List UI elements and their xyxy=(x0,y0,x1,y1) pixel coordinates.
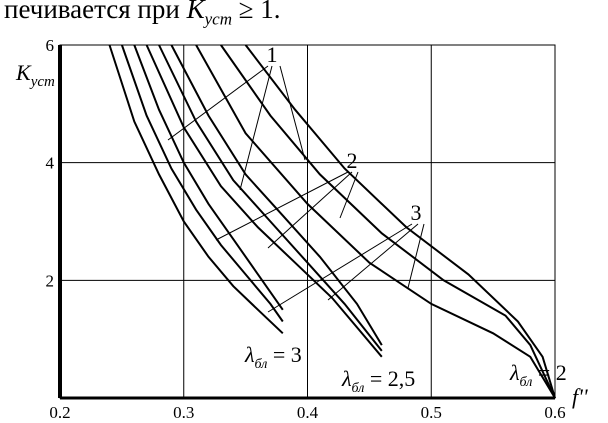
y-tick-label-0: 2 xyxy=(46,271,55,290)
series-line-4 xyxy=(158,44,383,352)
curve-group-label-3: 3 xyxy=(411,200,422,225)
axes xyxy=(58,44,556,400)
y-tick-label-2: 6 xyxy=(46,36,55,55)
leader-line-3-1 xyxy=(327,223,419,301)
lambda-label-1: λбл = 2,5 xyxy=(341,366,415,396)
header-text: печивается при Kуст ≥ 1. xyxy=(4,0,281,29)
leader-line-2-1 xyxy=(267,171,353,249)
curve-group-label-2: 2 xyxy=(347,148,358,173)
leader-line-2-2 xyxy=(339,171,359,219)
leader-line-1-0 xyxy=(167,65,269,141)
lambda-label-2: λбл = 2 xyxy=(509,360,567,390)
series-line-6 xyxy=(195,44,556,399)
x-tick-label-0: 0.2 xyxy=(49,403,70,422)
lambda-label-0: λбл = 3 xyxy=(244,342,302,372)
y-tick-label-1: 4 xyxy=(46,154,55,173)
series-line-1 xyxy=(120,44,284,323)
tick-labels: 0.2 0.3 0.4 0.5 0.6 2 4 6 Kуст f'' xyxy=(15,36,588,422)
x-tick-label-2: 0.4 xyxy=(297,403,319,422)
series-line-7 xyxy=(220,44,556,399)
x-tick-label-1: 0.3 xyxy=(173,403,194,422)
series-line-8 xyxy=(244,44,556,399)
header-k-subscript: уст xyxy=(204,9,232,29)
header-text-suffix: ≥ 1. xyxy=(231,0,281,24)
annotations: 1 2 3 λбл = 3 λбл = 2,5 λбл = 2 xyxy=(167,42,567,396)
curve-group-label-1: 1 xyxy=(267,42,278,67)
x-tick-label-4: 0.6 xyxy=(544,403,565,422)
grid xyxy=(59,44,556,398)
header-text-prefix: печивается при xyxy=(4,0,187,24)
leader-line-3-2 xyxy=(407,223,425,289)
leader-line-1-1 xyxy=(239,65,273,191)
x-tick-label-3: 0.5 xyxy=(421,403,442,422)
leader-line-2-0 xyxy=(215,171,349,241)
series-line-3 xyxy=(145,44,383,358)
series-line-2 xyxy=(133,44,284,311)
leader-line-3-0 xyxy=(267,223,413,313)
x-axis-label: f'' xyxy=(572,384,588,409)
series-line-0 xyxy=(108,44,284,335)
leader-line-1-2 xyxy=(279,65,306,161)
series-line-5 xyxy=(170,44,383,346)
series-group xyxy=(108,44,556,399)
y-axis-label: Kуст xyxy=(15,60,55,90)
header-k-symbol: K xyxy=(186,0,205,24)
